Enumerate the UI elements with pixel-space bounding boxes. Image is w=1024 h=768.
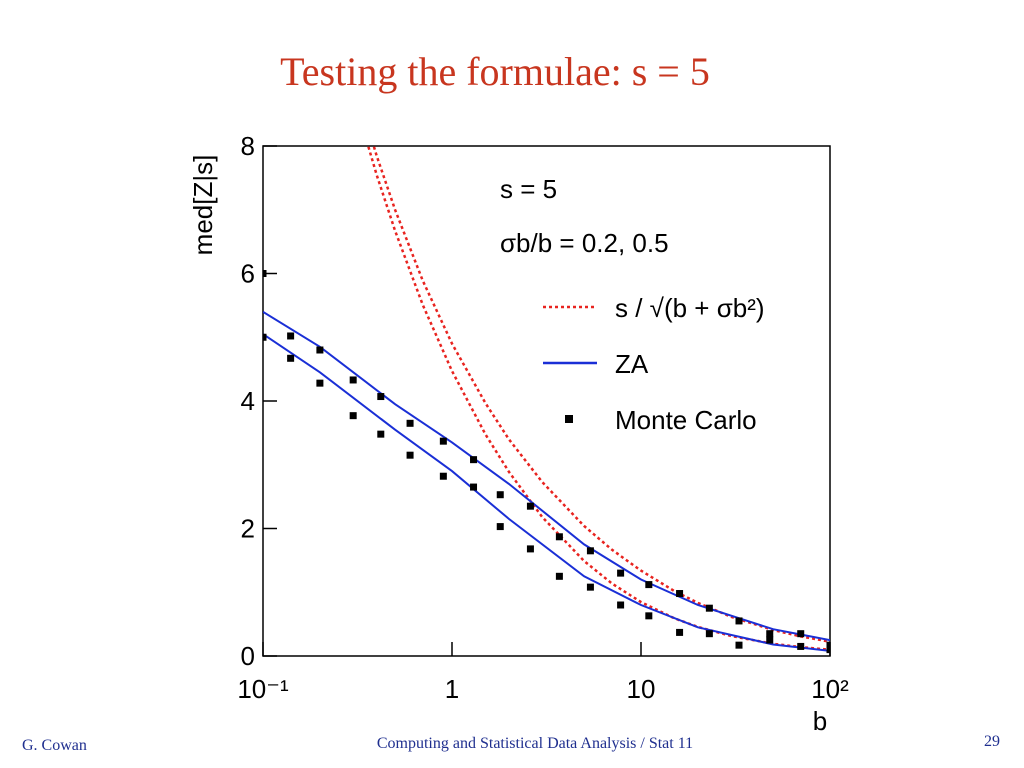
- legend-label: ZA: [615, 349, 649, 379]
- legend-label: Monte Carlo: [615, 405, 757, 435]
- course: Computing and Statistical Data Analysis …: [377, 735, 693, 752]
- y-tick-label: 6: [241, 259, 255, 289]
- data-point: [406, 451, 414, 459]
- x-tick-label: 10: [627, 674, 656, 704]
- slide-title: Testing the formulae: s = 5: [280, 49, 710, 94]
- data-point: [377, 430, 385, 438]
- data-point: [470, 483, 478, 491]
- x-tick-label: 10⁻¹: [237, 674, 289, 704]
- data-point: [526, 502, 534, 510]
- data-point: [766, 630, 774, 638]
- data-point: [645, 581, 653, 589]
- y-tick-label: 0: [241, 641, 255, 671]
- data-point: [316, 379, 324, 387]
- data-point: [676, 590, 684, 598]
- data-point: [263, 270, 267, 277]
- page-number: 29: [984, 733, 1000, 750]
- data-point: [349, 412, 357, 420]
- data-point: [526, 545, 534, 553]
- data-point: [705, 630, 713, 638]
- data-point: [287, 332, 295, 340]
- data-point: [826, 646, 830, 654]
- curve: [263, 333, 830, 652]
- data-point: [377, 393, 385, 401]
- data-point: [439, 437, 447, 445]
- y-axis-label: med[Z|s]: [188, 155, 218, 256]
- data-point: [766, 636, 774, 644]
- data-point: [797, 642, 805, 650]
- x-tick-label: 1: [445, 674, 459, 704]
- y-tick-label: 4: [241, 386, 255, 416]
- data-point: [287, 354, 295, 362]
- data-point: [316, 346, 324, 354]
- curve: [263, 310, 830, 642]
- author: G. Cowan: [22, 737, 87, 754]
- data-point: [439, 472, 447, 480]
- data-point: [406, 419, 414, 427]
- data-point: [797, 630, 805, 638]
- data-point: [470, 456, 478, 464]
- legend-label: s / √(b + σb²): [615, 293, 765, 323]
- data-point: [263, 333, 267, 341]
- x-axis-label: b: [813, 706, 827, 736]
- curve: [372, 146, 830, 643]
- x-tick-label: 10²: [811, 674, 849, 704]
- data-point: [735, 641, 743, 649]
- data-point: [645, 612, 653, 620]
- data-point: [735, 617, 743, 625]
- data-point: [586, 583, 594, 591]
- plot-area: [263, 146, 830, 654]
- plot-frame: [262, 145, 831, 657]
- data-point: [555, 572, 563, 580]
- y-tick-label: 8: [241, 131, 255, 161]
- data-point: [555, 533, 563, 541]
- data-point: [496, 491, 504, 499]
- y-tick-label: 2: [241, 514, 255, 544]
- data-point: [826, 641, 830, 649]
- data-point: [496, 523, 504, 531]
- data-point: [617, 569, 625, 577]
- legend-symbol: [565, 415, 573, 423]
- annotation: s = 5: [500, 174, 557, 204]
- data-point: [349, 376, 357, 384]
- data-point: [586, 547, 594, 555]
- annotation: σb/b = 0.2, 0.5: [500, 228, 669, 258]
- data-point: [705, 604, 713, 612]
- curve: [366, 146, 830, 652]
- data-point: [617, 601, 625, 609]
- data-point: [676, 628, 684, 636]
